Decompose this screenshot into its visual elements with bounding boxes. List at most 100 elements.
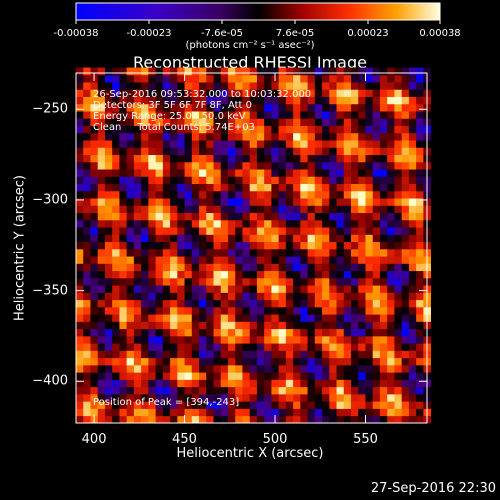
- heatmap-cell: [416, 103, 424, 112]
- heatmap-cell: [76, 393, 84, 402]
- heatmap-cell: [314, 241, 323, 250]
- heatmap-cell: [256, 256, 265, 264]
- heatmap-cell: [336, 118, 345, 126]
- heatmap-cell: [184, 415, 193, 424]
- heatmap-cell: [307, 379, 316, 388]
- heatmap-cell: [227, 321, 236, 330]
- heatmap-cell: [155, 169, 164, 177]
- heatmap-cell: [242, 321, 251, 330]
- heatmap-cell: [177, 299, 185, 308]
- heatmap-cell: [271, 408, 280, 417]
- heatmap-cell: [307, 248, 316, 257]
- heatmap-cell: [119, 292, 128, 301]
- heatmap-cell: [278, 270, 287, 279]
- heatmap-cell: [141, 212, 149, 221]
- heatmap-cell: [133, 118, 142, 126]
- heatmap-cell: [83, 234, 91, 243]
- heatmap-cell: [76, 89, 84, 97]
- heatmap-cell: [285, 176, 294, 185]
- heatmap-cell: [148, 343, 157, 351]
- heatmap-cell: [416, 227, 424, 235]
- heatmap-cell: [343, 212, 352, 221]
- heatmap-cell: [285, 96, 294, 105]
- heatmap-cell: [227, 248, 236, 257]
- heatmap-cell: [184, 314, 193, 322]
- heatmap-cell: [379, 364, 388, 373]
- heatmap-cell: [358, 111, 366, 119]
- heatmap-cell: [343, 321, 352, 330]
- heatmap-cell: [155, 393, 164, 402]
- heatmap-cell: [372, 161, 381, 170]
- heatmap-cell: [394, 335, 403, 344]
- heatmap-cell: [126, 328, 135, 337]
- heatmap-cell: [322, 125, 330, 134]
- heatmap-cell: [351, 408, 359, 417]
- heatmap-cell: [351, 103, 359, 112]
- heatmap-cell: [141, 176, 149, 185]
- heatmap-cell: [177, 190, 185, 199]
- heatmap-cell: [329, 212, 337, 221]
- heatmap-cell: [271, 198, 280, 206]
- heatmap-cell: [394, 350, 403, 359]
- heatmap-cell: [104, 386, 113, 395]
- heatmap-cell: [285, 219, 294, 228]
- heatmap-cell: [126, 256, 135, 264]
- heatmap-cell: [242, 96, 251, 105]
- heatmap-cell: [351, 118, 359, 126]
- heatmap-cell: [119, 335, 128, 344]
- heatmap-cell: [365, 343, 374, 351]
- heatmap-cell: [249, 67, 258, 76]
- heatmap-cell: [199, 219, 207, 228]
- heatmap-cell: [213, 314, 222, 322]
- heatmap-cell: [285, 321, 294, 330]
- heatmap-cell: [76, 125, 84, 134]
- heatmap-cell: [206, 248, 214, 257]
- heatmap-cell: [314, 328, 323, 337]
- heatmap-cell: [408, 256, 417, 264]
- heatmap-cell: [148, 393, 157, 402]
- heatmap-cell: [358, 328, 366, 337]
- heatmap-cell: [293, 205, 301, 214]
- heatmap-cell: [199, 82, 207, 90]
- heatmap-cell: [351, 350, 359, 359]
- heatmap-cell: [249, 408, 258, 417]
- heatmap-cell: [162, 212, 171, 221]
- heatmap-cell: [394, 401, 403, 409]
- heatmap-cell: [141, 415, 149, 424]
- heatmap-cell: [351, 292, 359, 301]
- heatmap-cell: [329, 277, 337, 286]
- heatmap-cell: [155, 321, 164, 330]
- heatmap-cell: [249, 234, 258, 243]
- heatmap-cell: [408, 277, 417, 286]
- heatmap-cell: [126, 379, 135, 388]
- heatmap-cell: [213, 74, 222, 83]
- heatmap-cell: [126, 147, 135, 155]
- heatmap-cell: [329, 103, 337, 112]
- heatmap-cell: [97, 285, 106, 293]
- heatmap-cell: [242, 328, 251, 337]
- heatmap-cell: [365, 132, 374, 141]
- heatmap-cell: [285, 277, 294, 286]
- heatmap-cell: [387, 256, 395, 264]
- heatmap-cell: [365, 270, 374, 279]
- heatmap-cell: [220, 67, 229, 76]
- heatmap-cell: [278, 67, 287, 76]
- heatmap-cell: [249, 393, 258, 402]
- heatmap-cell: [249, 285, 258, 293]
- heatmap-cell: [97, 401, 106, 409]
- heatmap-cell: [162, 74, 171, 83]
- heatmap-cell: [235, 277, 243, 286]
- heatmap-cell: [336, 270, 345, 279]
- heatmap-cell: [264, 74, 272, 83]
- heatmap-cell: [133, 343, 142, 351]
- heatmap-cell: [408, 241, 417, 250]
- heatmap-cell: [285, 248, 294, 257]
- heatmap-cell: [141, 67, 149, 76]
- heatmap-cell: [416, 306, 424, 315]
- heatmap-cell: [285, 285, 294, 293]
- heatmap-cell: [191, 357, 200, 366]
- heatmap-cell: [162, 234, 171, 243]
- heatmap-cell: [184, 103, 193, 112]
- heatmap-cell: [343, 364, 352, 373]
- heatmap-cell: [227, 67, 236, 76]
